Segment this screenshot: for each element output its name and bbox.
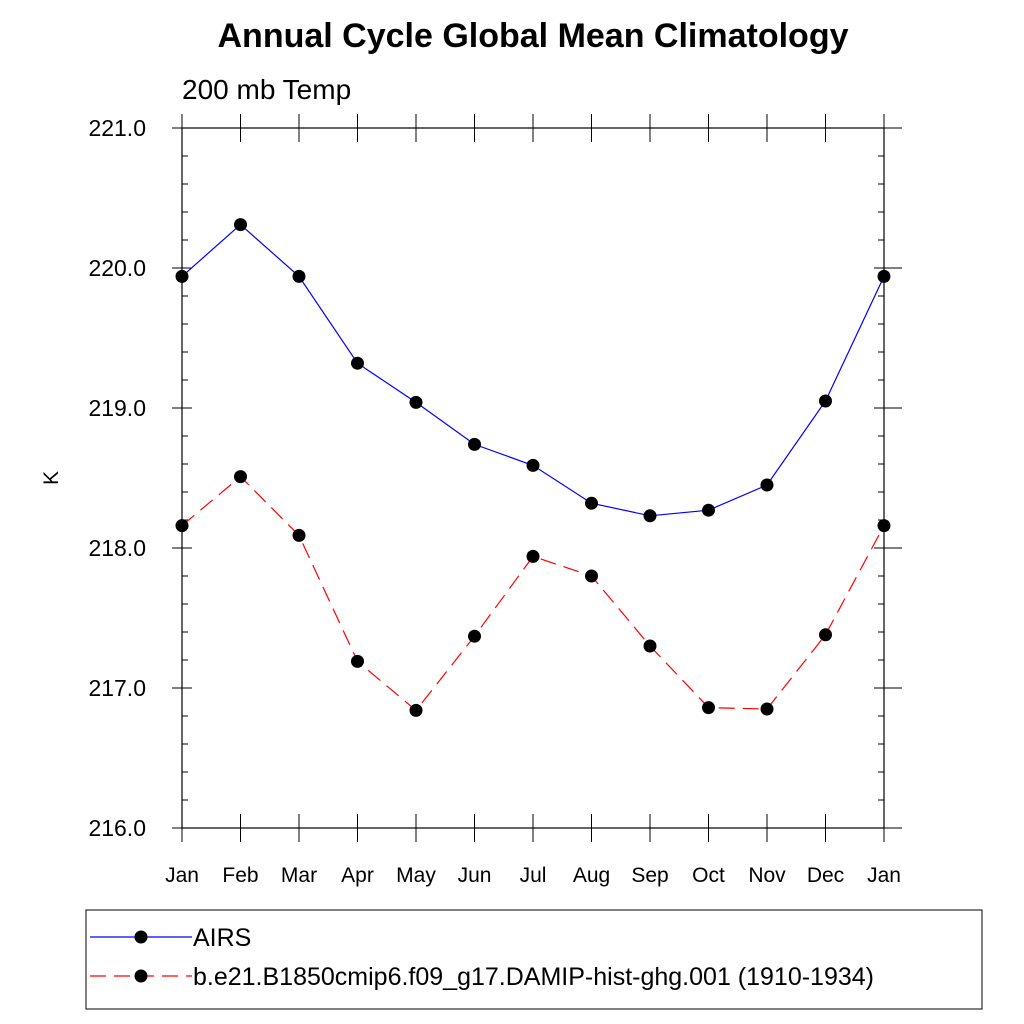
series-1-point — [292, 269, 306, 283]
x-tick-label: Jul — [520, 864, 547, 887]
series-1-point — [234, 218, 247, 232]
series-1-point — [585, 496, 598, 510]
series-2-point — [877, 519, 891, 533]
series-1-point — [351, 356, 364, 370]
legend-box — [85, 909, 983, 1010]
x-tick-label: Dec — [807, 864, 844, 887]
series-1-point — [877, 269, 891, 283]
y-tick-label: 219.0 — [88, 395, 146, 421]
y-tick-label: 220.0 — [88, 255, 146, 281]
series-2-point — [175, 519, 189, 533]
x-tick-label: Oct — [692, 864, 725, 887]
series-1-point — [819, 394, 832, 408]
series-2-point — [643, 639, 657, 653]
series-2-point — [351, 654, 364, 668]
x-tick-label: Jan — [867, 864, 901, 887]
series-1-point — [175, 269, 189, 283]
y-tick-labels: 216.0 217.0 218.0 219.0 220.0 221.0 — [88, 115, 146, 841]
y-tick-label: 218.0 — [88, 535, 146, 561]
legend-label-2: b.e21.B1850cmip6.f09_g17.DAMIP-hist-ghg.… — [193, 963, 874, 991]
series-line-2 — [181, 475, 885, 712]
chart-title: Annual Cycle Global Mean Climatology — [218, 17, 849, 55]
x-tick-label: Apr — [341, 864, 374, 887]
x-tick-label: Jun — [458, 864, 492, 887]
plot-frame — [181, 127, 885, 829]
series-layer — [175, 218, 891, 717]
series-2-point — [702, 701, 715, 715]
series-2-point — [292, 528, 306, 542]
y-tick-label: 221.0 — [88, 115, 146, 141]
series-line-1 — [181, 223, 885, 517]
x-tick-label: Jan — [165, 864, 199, 887]
series-1-point — [468, 437, 481, 451]
x-tick-label: May — [396, 864, 436, 887]
y-tick-label: 216.0 — [88, 815, 146, 841]
x-tick-label: Aug — [573, 864, 610, 887]
series-1-point — [409, 395, 423, 409]
legend: AIRS b.e21.B1850cmip6.f09_g17.DAMIP-hist-… — [90, 924, 874, 991]
series-2-point — [234, 470, 247, 484]
series-1-point — [526, 458, 540, 472]
axis-ticks — [172, 114, 902, 842]
x-tick-label: Mar — [281, 864, 317, 887]
series-2-point — [409, 703, 423, 717]
series-1-point — [643, 509, 657, 523]
y-tick-label: 217.0 — [88, 675, 146, 701]
legend-label-1: AIRS — [193, 924, 251, 952]
series-2-point — [760, 702, 774, 716]
series-2-point — [819, 628, 832, 642]
series-2-point — [468, 629, 481, 643]
y-axis-label: K — [40, 471, 63, 485]
series-2-point — [526, 549, 540, 563]
chart-subtitle: 200 mb Temp — [182, 74, 351, 105]
series-2-point — [585, 569, 598, 583]
legend-marker-2 — [134, 969, 148, 983]
legend-marker-1 — [134, 930, 148, 944]
series-1-point — [702, 503, 715, 517]
x-tick-labels: Jan Feb Mar Apr May Jun Jul Aug Sep Oct Nov Dec Jan — [165, 864, 901, 887]
series-1-point — [760, 478, 774, 492]
x-tick-label: Nov — [748, 864, 786, 887]
x-tick-label: Feb — [222, 864, 258, 887]
x-tick-label: Sep — [631, 864, 668, 887]
